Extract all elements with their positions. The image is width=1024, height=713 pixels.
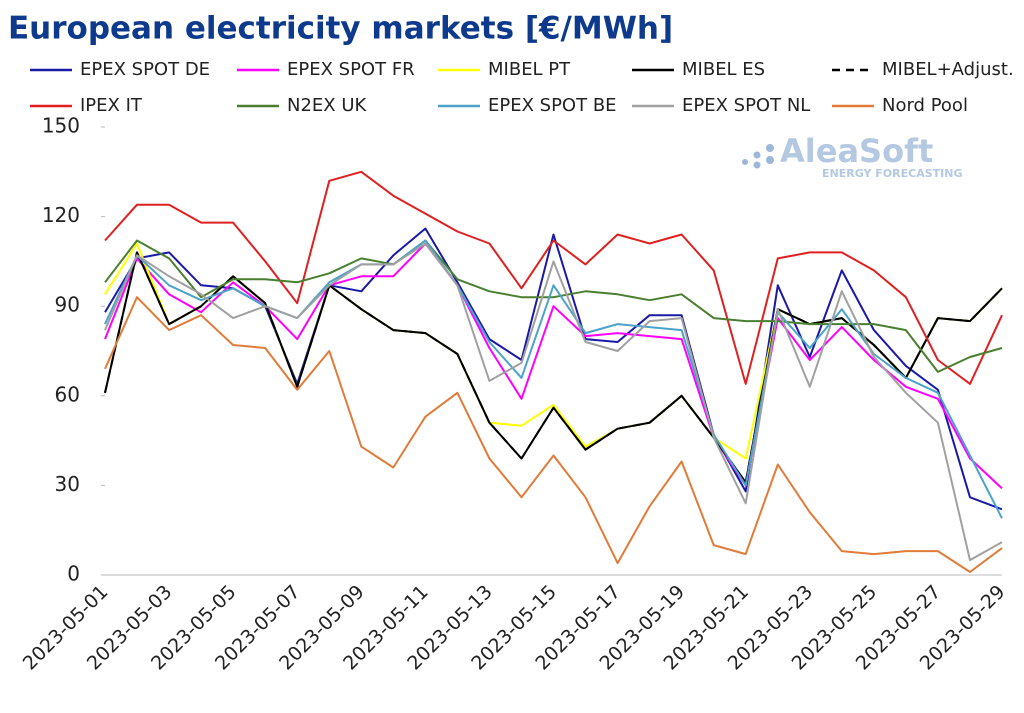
watermark-subtitle: ENERGY FORECASTING bbox=[822, 167, 962, 180]
legend-label: IPEX IT bbox=[80, 95, 143, 116]
watermark: AleaSoft ENERGY FORECASTING bbox=[742, 132, 962, 180]
legend-label: EPEX SPOT BE bbox=[488, 95, 617, 116]
legend-label: EPEX SPOT FR bbox=[287, 59, 415, 80]
series-line bbox=[104, 170, 1003, 385]
y-tick-label: 60 bbox=[55, 382, 80, 406]
series-line bbox=[104, 239, 1003, 519]
y-tick-label: 120 bbox=[42, 203, 80, 227]
watermark-dot bbox=[766, 156, 774, 164]
legend-label: MIBEL+Adjust. bbox=[882, 59, 1014, 80]
legend-label: EPEX SPOT NL bbox=[682, 95, 810, 116]
legend-label: EPEX SPOT DE bbox=[80, 59, 210, 80]
y-tick-label: 150 bbox=[42, 114, 80, 138]
watermark-dot bbox=[742, 159, 748, 165]
legend-label: MIBEL ES bbox=[682, 59, 765, 80]
chart-title: European electricity markets [€/MWh] bbox=[8, 11, 673, 47]
series-line bbox=[104, 242, 1003, 460]
watermark-text: AleaSoft bbox=[780, 132, 933, 170]
watermark-dot bbox=[753, 161, 761, 169]
series-line bbox=[104, 242, 1003, 562]
y-tick-label: 30 bbox=[55, 472, 80, 496]
watermark-dot bbox=[766, 144, 774, 152]
legend-label: Nord Pool bbox=[882, 95, 968, 116]
legend-label: MIBEL PT bbox=[488, 59, 571, 80]
y-tick-label: 0 bbox=[67, 562, 80, 586]
series-line bbox=[104, 227, 1003, 511]
watermark-dot bbox=[753, 151, 761, 159]
series-line bbox=[104, 296, 1003, 573]
y-tick-label: 90 bbox=[55, 293, 80, 317]
series-line bbox=[104, 242, 1003, 490]
legend-label: N2EX UK bbox=[287, 95, 368, 116]
series-line bbox=[104, 251, 1003, 484]
